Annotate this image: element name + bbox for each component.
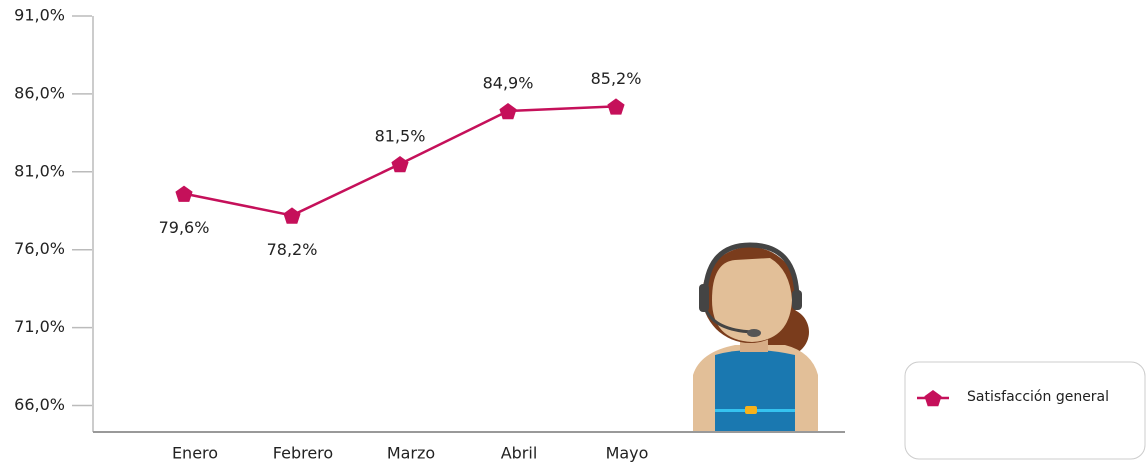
x-tick-label: Febrero <box>273 444 333 463</box>
legend-box <box>904 361 1146 460</box>
legend-label: Satisfacción general <box>967 389 1109 405</box>
point <box>391 156 409 173</box>
point <box>283 207 301 224</box>
y-tick-label: 66,0% <box>14 395 65 414</box>
point <box>607 98 625 115</box>
point <box>175 185 193 202</box>
x-tick-label: Abril <box>501 444 538 463</box>
data-label: 79,6% <box>159 218 210 237</box>
data-label: 85,2% <box>591 69 642 88</box>
y-tick-label: 81,0% <box>14 161 65 180</box>
legend-marker <box>924 390 942 407</box>
data-label: 81,5% <box>375 127 426 146</box>
y-tick-label: 71,0% <box>14 317 65 336</box>
y-tick-label: 86,0% <box>14 83 65 102</box>
data-label: 84,9% <box>483 74 534 93</box>
x-tick-label: Marzo <box>387 444 435 463</box>
x-tick-label: Mayo <box>606 444 649 463</box>
x-tick-label: Enero <box>172 444 218 463</box>
illustration <box>693 242 818 432</box>
y-tick-label: 91,0% <box>14 6 65 25</box>
point <box>499 103 517 120</box>
data-label: 78,2% <box>267 240 318 259</box>
y-tick-label: 76,0% <box>14 239 65 258</box>
